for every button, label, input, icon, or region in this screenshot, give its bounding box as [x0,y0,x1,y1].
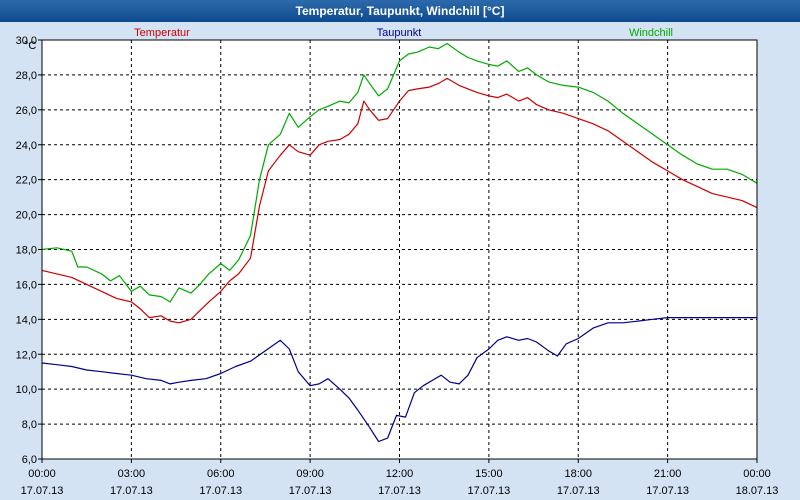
series-line-taupunkt [41,317,757,443]
x-tick-date: 17.07.13 [199,485,242,497]
x-tick-date: 17.07.13 [289,485,332,497]
y-tick-label: 16,0 [16,279,37,291]
x-tick-date: 17.07.13 [21,485,64,497]
x-tick-time: 03:00 [118,468,146,480]
x-tick-date: 17.07.13 [557,485,600,497]
y-tick-label: 10,0 [16,384,37,396]
x-axis: 00:00 17.07.13 03:00 17.07.13 06:00 17.07.13 0… [21,459,779,497]
y-tick-label: 30,0 [16,35,37,47]
x-tick-date: 17.07.13 [646,485,689,497]
legend-entry-taupunkt: Taupunkt [377,27,422,39]
y-axis-unit: °C [24,40,36,52]
y-tick-label: 18,0 [16,245,37,257]
x-tick-time: 18:00 [564,468,592,480]
y-tick-label: 6,0 [22,454,37,466]
x-tick-date: 17.07.13 [467,485,510,497]
y-tick-label: 26,0 [16,105,37,117]
y-tick-label: 20,0 [16,210,37,222]
series-line-temperatur [41,77,758,324]
x-tick-time: 09:00 [296,468,324,480]
legend: Temperatur Taupunkt Windchill [134,27,673,39]
x-tick-date: 17.07.13 [110,485,153,497]
legend-entry-windchill: Windchill [629,27,673,39]
y-tick-label: 14,0 [16,314,37,326]
series-layer [41,42,758,443]
x-tick-date: 17.07.13 [378,485,421,497]
grid [42,40,757,459]
y-axis: 6,0 8,0 10,0 12,0 14,0 16,0 18,0 20,0 22,0 24,0 26… [16,35,42,466]
x-tick-time: 00:00 [28,468,56,480]
series-line-windchill [41,42,758,303]
x-tick-time: 15:00 [475,468,503,480]
x-tick-date: 18.07.13 [736,485,779,497]
x-tick-time: 12:00 [386,468,414,480]
y-tick-label: 8,0 [22,419,37,431]
y-tick-label: 12,0 [16,349,37,361]
y-tick-label: 28,0 [16,70,37,82]
x-tick-time: 00:00 [743,468,771,480]
legend-entry-temperatur: Temperatur [134,27,190,39]
x-tick-time: 06:00 [207,468,235,480]
x-tick-time: 21:00 [654,468,682,480]
y-tick-label: 22,0 [16,175,37,187]
y-tick-label: 24,0 [16,140,37,152]
chart-title: Temperatur, Taupunkt, Windchill [°C] [0,0,800,22]
